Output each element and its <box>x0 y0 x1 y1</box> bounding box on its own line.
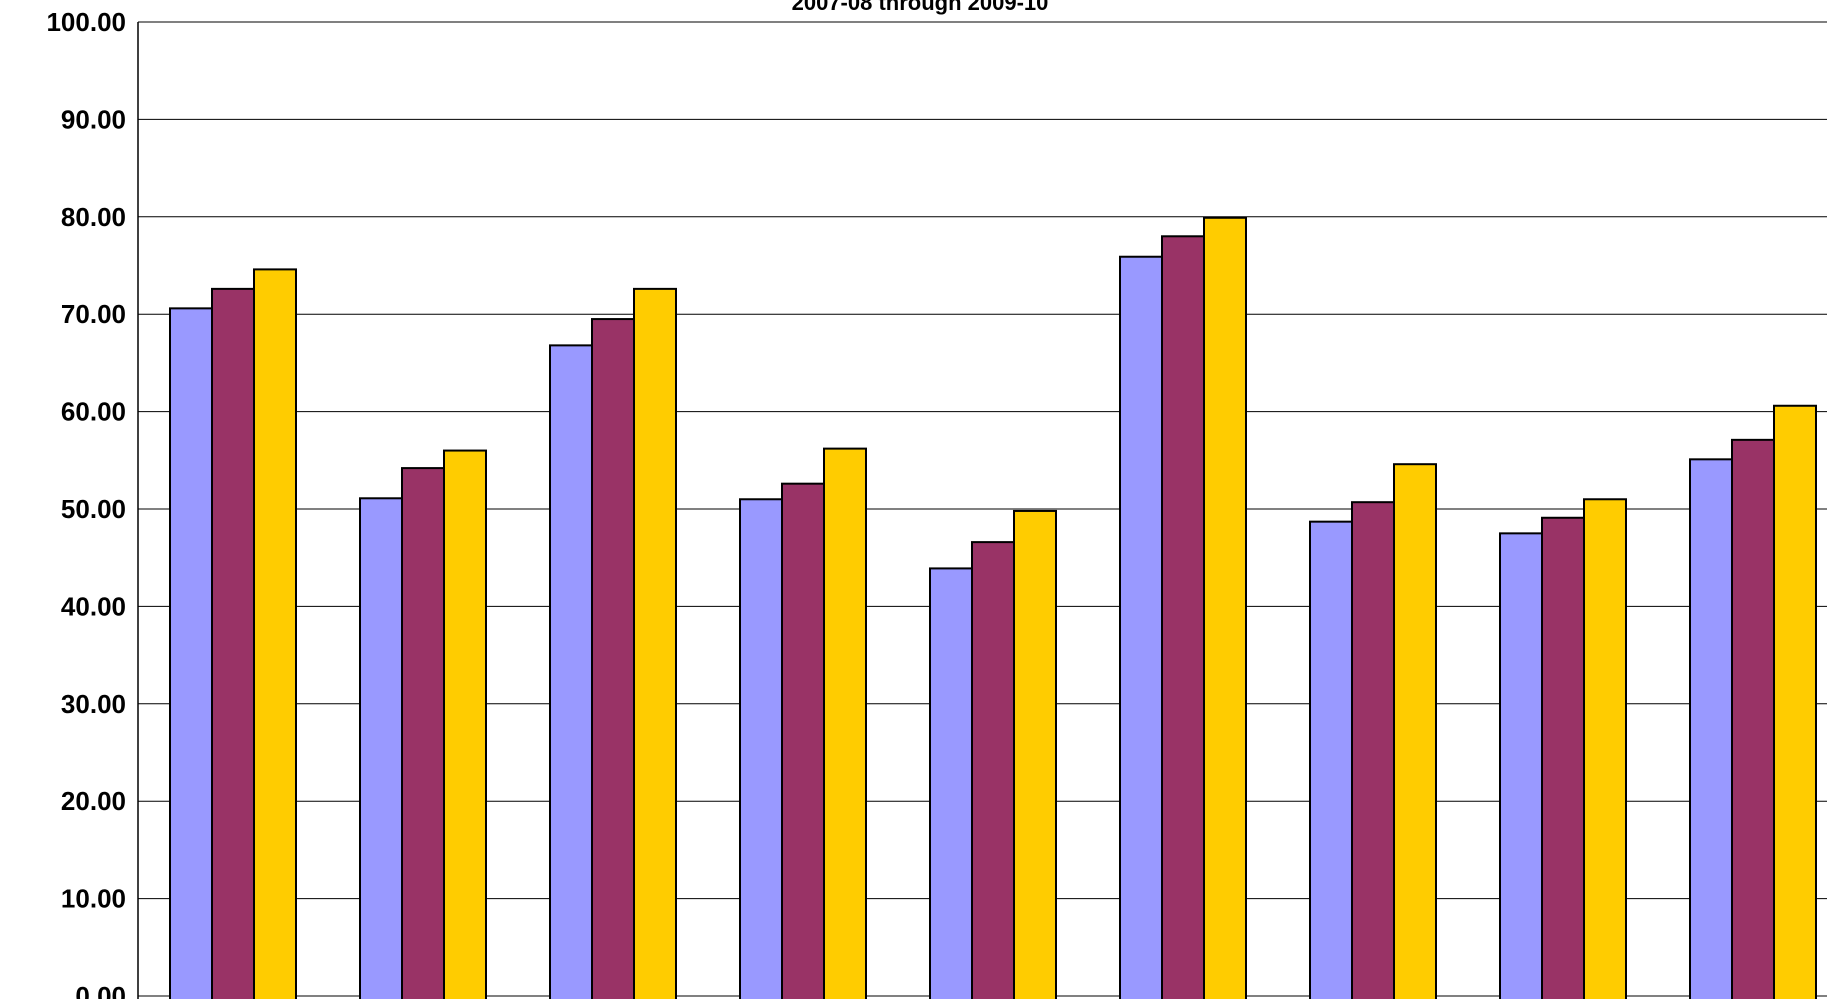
y-tick-label: 10.00 <box>61 884 126 914</box>
bar <box>1013 509 1057 999</box>
bar <box>1689 458 1733 999</box>
bar <box>591 318 635 999</box>
bar <box>169 307 213 999</box>
bar <box>1393 463 1437 999</box>
bar <box>1119 255 1163 999</box>
bar <box>781 482 825 999</box>
chart-title: 2007-08 through 2009-10 <box>792 0 1049 15</box>
y-tick-label: 40.00 <box>61 591 126 621</box>
y-tick-label: 50.00 <box>61 494 126 524</box>
bar <box>823 447 867 999</box>
bar <box>359 497 403 999</box>
y-axis-tick-labels: 0.00 10.00 20.00 30.00 40.00 50.00 60.00 70.00 8… <box>46 7 126 999</box>
bar <box>1773 404 1817 999</box>
bar <box>1309 520 1353 999</box>
bar <box>401 467 445 999</box>
bar <box>971 541 1015 999</box>
y-tick-label: 60.00 <box>61 397 126 427</box>
bar <box>739 498 783 999</box>
y-tick-label: 70.00 <box>61 299 126 329</box>
bar <box>1731 438 1775 999</box>
bars <box>169 216 1817 999</box>
bar <box>1499 532 1543 999</box>
bar <box>549 344 593 999</box>
y-tick-label: 100.00 <box>46 7 126 37</box>
bar <box>1541 516 1585 999</box>
bar <box>1203 216 1247 999</box>
bar <box>211 287 255 999</box>
y-tick-label: 30.00 <box>61 689 126 719</box>
y-tick-label: 80.00 <box>61 202 126 232</box>
y-tick-label: 0.00 <box>75 981 126 999</box>
bar <box>253 268 297 999</box>
bar <box>1583 498 1627 999</box>
y-tick-label: 90.00 <box>61 104 126 134</box>
bar <box>1351 501 1395 999</box>
bar <box>1161 235 1205 999</box>
bar <box>443 449 487 999</box>
y-tick-label: 20.00 <box>61 786 126 816</box>
bar <box>929 567 973 999</box>
bar <box>633 287 677 999</box>
